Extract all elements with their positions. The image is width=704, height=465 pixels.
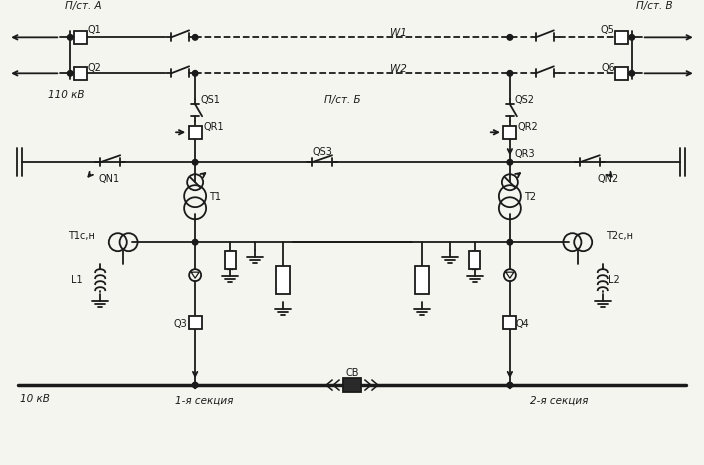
Text: W2: W2: [390, 64, 407, 74]
Circle shape: [192, 71, 198, 76]
Bar: [415, 266, 429, 294]
Text: 1-я секция: 1-я секция: [175, 395, 234, 405]
Text: T1: T1: [209, 192, 221, 202]
Text: П/ст. Б: П/ст. Б: [324, 95, 360, 105]
Circle shape: [192, 159, 198, 165]
Text: W1: W1: [390, 28, 407, 38]
Circle shape: [192, 382, 198, 388]
Text: QN1: QN1: [98, 174, 120, 184]
Circle shape: [507, 159, 513, 165]
Text: QR3: QR3: [515, 149, 536, 159]
Text: СВ: СВ: [345, 368, 359, 378]
Circle shape: [68, 34, 73, 40]
Text: L1: L1: [70, 275, 82, 285]
Text: Q1: Q1: [87, 26, 101, 35]
Text: QS3: QS3: [312, 147, 332, 157]
Text: L2: L2: [608, 275, 620, 285]
Text: T2: T2: [524, 192, 536, 202]
Circle shape: [192, 239, 198, 245]
Text: Q6: Q6: [601, 63, 615, 73]
Text: 2-я секция: 2-я секция: [530, 395, 589, 405]
Text: П/ст. В: П/ст. В: [636, 1, 672, 11]
Text: Q4: Q4: [516, 319, 529, 329]
Bar: [503, 316, 516, 329]
Text: QN2: QN2: [598, 174, 619, 184]
Bar: [225, 251, 236, 269]
Bar: [276, 266, 290, 294]
Circle shape: [629, 71, 634, 76]
Text: QR1: QR1: [203, 122, 224, 132]
Text: QR2: QR2: [518, 122, 539, 132]
Bar: [343, 378, 361, 392]
Circle shape: [629, 34, 634, 40]
Circle shape: [192, 34, 198, 40]
Text: QS2: QS2: [515, 95, 535, 105]
Circle shape: [507, 34, 513, 40]
Bar: [189, 316, 201, 329]
Circle shape: [507, 71, 513, 76]
Bar: [74, 31, 87, 44]
Bar: [615, 67, 628, 80]
Circle shape: [507, 382, 513, 388]
Text: Q2: Q2: [87, 63, 101, 73]
Text: 10 кВ: 10 кВ: [20, 394, 50, 404]
Bar: [470, 251, 480, 269]
Circle shape: [507, 239, 513, 245]
Text: Q5: Q5: [601, 26, 615, 35]
Bar: [615, 31, 628, 44]
Bar: [189, 126, 201, 139]
Text: П/ст. А: П/ст. А: [65, 1, 102, 11]
Text: T2с,н: T2с,н: [606, 231, 633, 241]
Text: QS1: QS1: [200, 95, 220, 105]
Circle shape: [68, 71, 73, 76]
Text: 110 кВ: 110 кВ: [49, 90, 84, 100]
Text: Q3: Q3: [173, 319, 187, 329]
Bar: [74, 67, 87, 80]
Bar: [503, 126, 516, 139]
Text: T1с,н: T1с,н: [68, 231, 95, 241]
